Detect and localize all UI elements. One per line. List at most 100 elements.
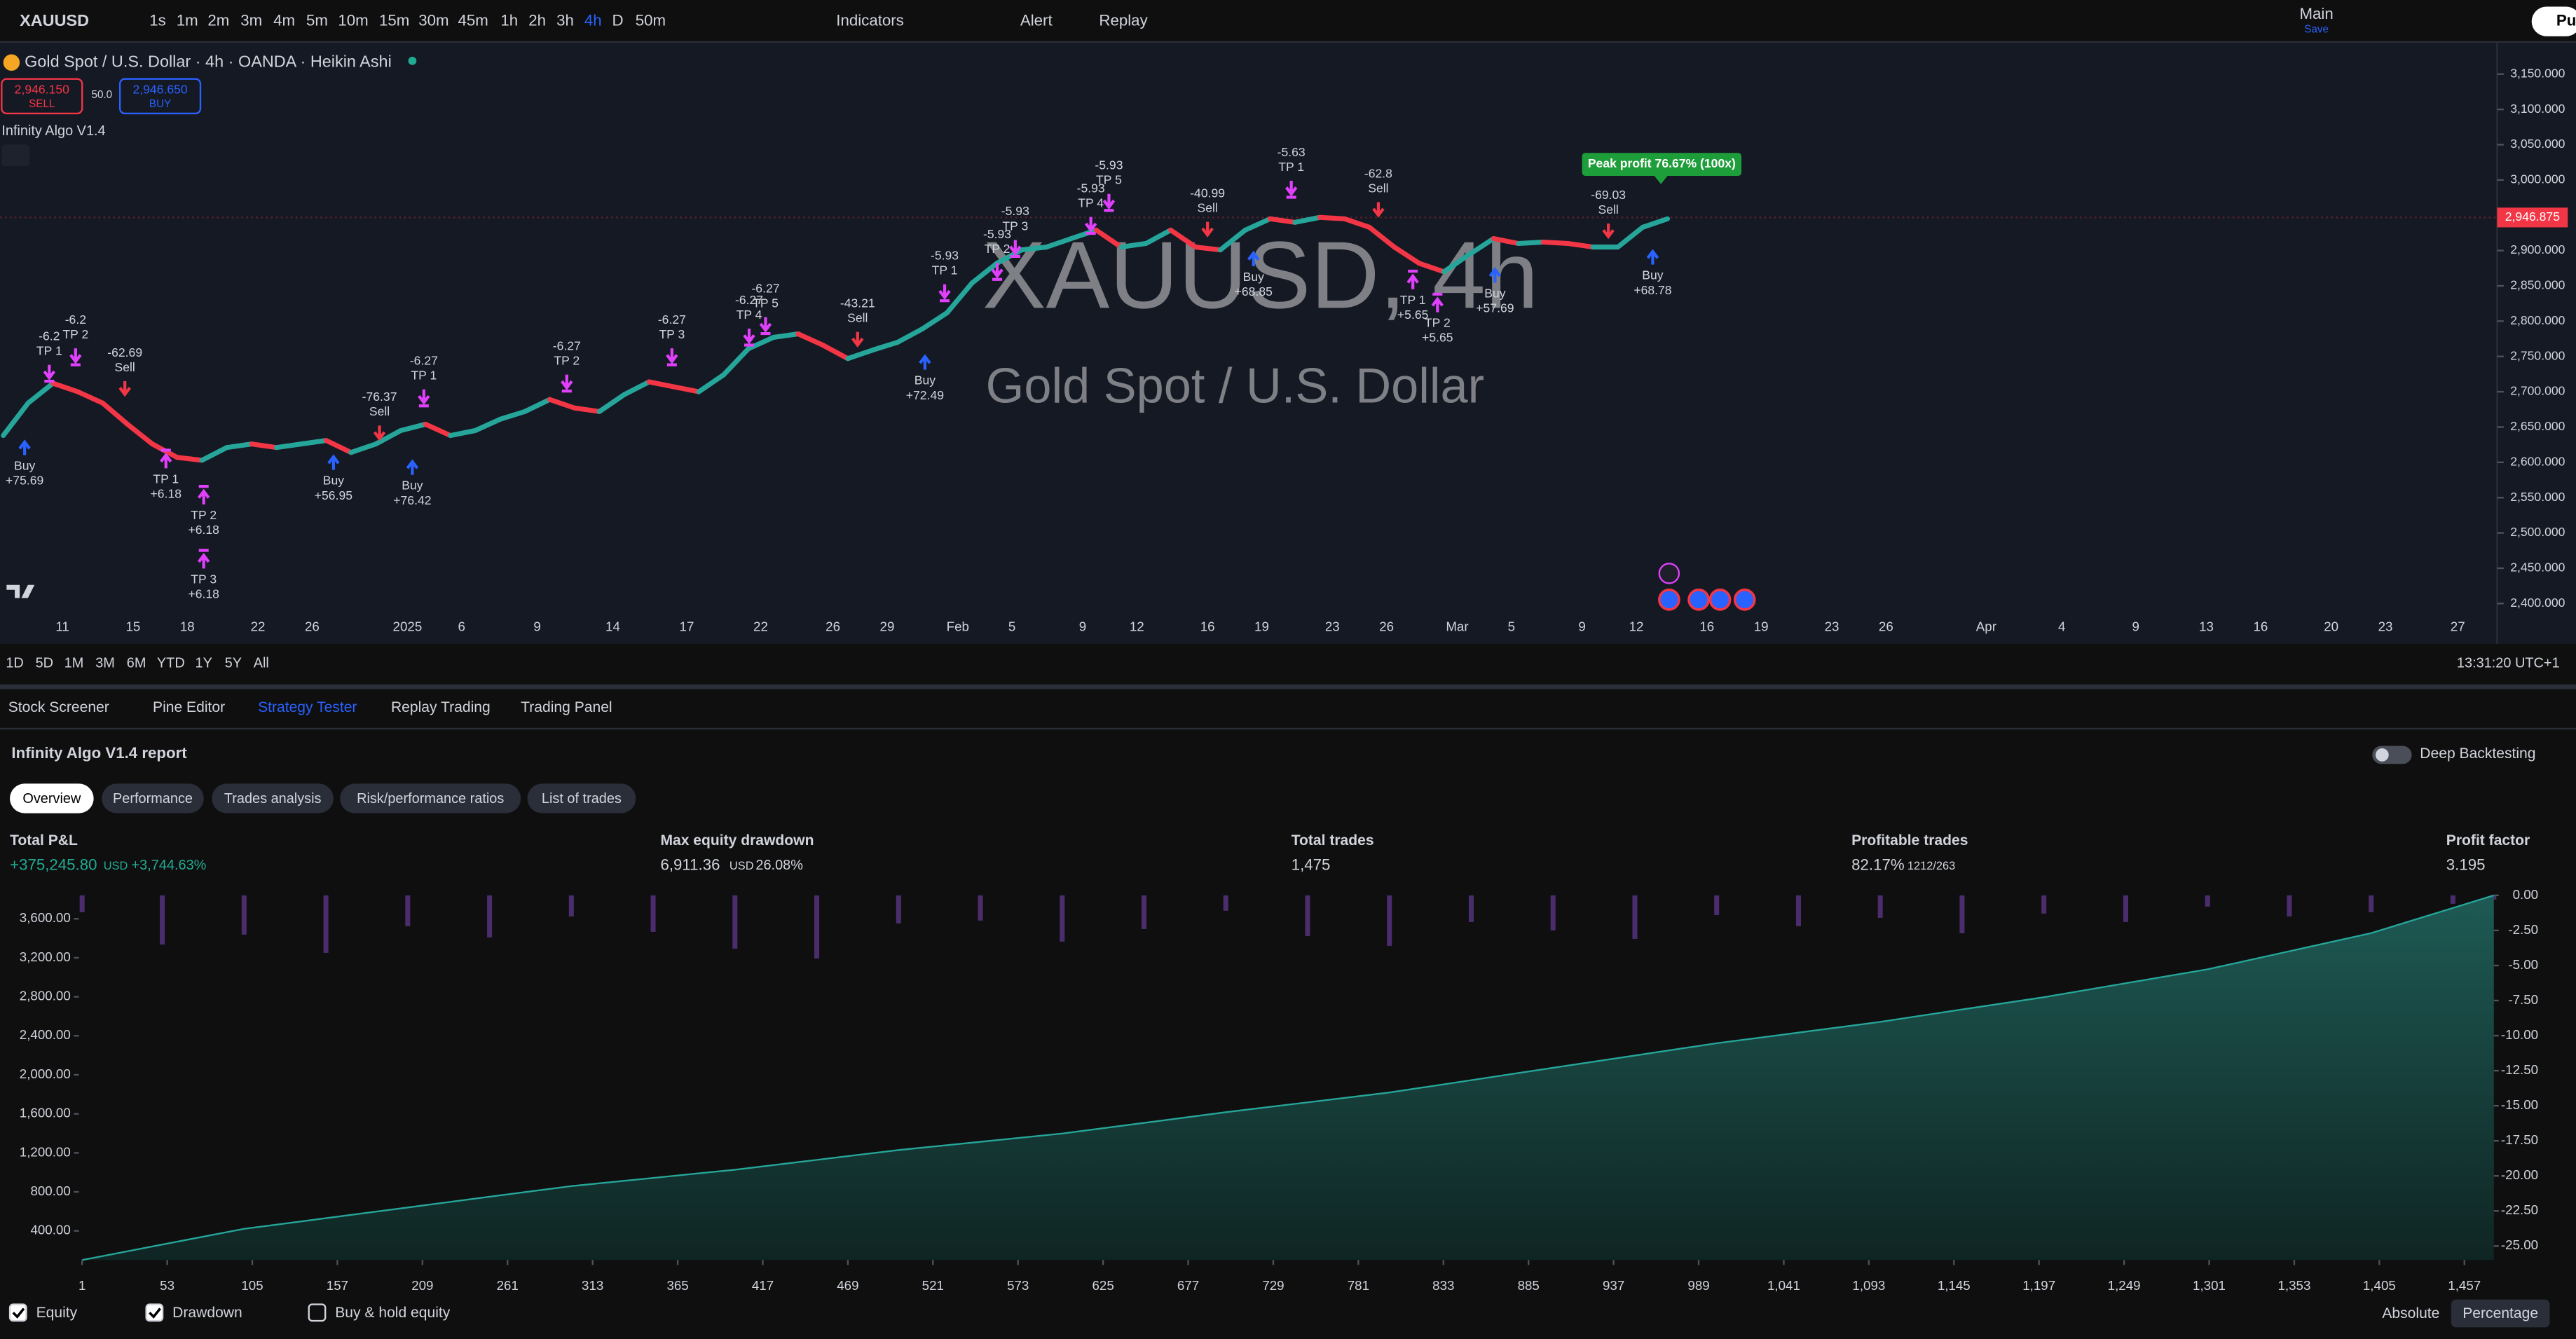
x-tick-label: 781 xyxy=(1348,1278,1369,1293)
y-tick-label: 2,450.000 xyxy=(2510,561,2565,575)
panel-tab[interactable]: Pine Editor xyxy=(153,699,225,715)
signal-value: -6.27 xyxy=(751,281,779,295)
price-segment xyxy=(1,400,31,439)
event-flag[interactable] xyxy=(1658,589,1680,611)
subtab-pill[interactable] xyxy=(102,783,204,813)
event-flag[interactable] xyxy=(1733,589,1756,611)
signal-arrow xyxy=(919,354,931,370)
subtab-pill[interactable] xyxy=(212,783,334,813)
checkbox[interactable] xyxy=(145,1303,164,1322)
interval[interactable]: 45m xyxy=(458,12,488,29)
interval[interactable]: 1h xyxy=(500,12,518,29)
interval[interactable]: 50m xyxy=(636,12,666,29)
y2-tick-label: -10.00 xyxy=(2501,1027,2538,1042)
interval[interactable]: 3m xyxy=(240,12,262,29)
event-flag[interactable] xyxy=(1687,589,1710,611)
report-title[interactable]: Infinity Algo V1.4 report xyxy=(11,744,187,762)
status-dot xyxy=(408,57,417,65)
range-button[interactable]: 1D xyxy=(6,656,23,671)
x-tick-label: 15 xyxy=(125,619,140,634)
price-segment xyxy=(1615,224,1645,250)
range-button[interactable]: 1Y xyxy=(196,656,212,671)
x-tick-label: 12 xyxy=(1629,619,1644,634)
signal-value: -6.27 xyxy=(553,338,581,352)
interval[interactable]: 10m xyxy=(338,12,368,29)
y-tick-label: 2,500.000 xyxy=(2510,525,2565,539)
scale-mode-pill[interactable] xyxy=(2451,1299,2550,1328)
signal-label: TP 4 xyxy=(1078,196,1104,210)
price-segment xyxy=(125,421,155,447)
buy-button[interactable] xyxy=(118,78,202,115)
x-tick-label: 1,197 xyxy=(2022,1278,2055,1293)
interval[interactable]: 30m xyxy=(418,12,448,29)
indicators-button[interactable]: Indicators xyxy=(836,12,904,29)
checkbox[interactable] xyxy=(8,1303,27,1322)
x-tick-label: 16 xyxy=(2253,619,2268,634)
checkbox[interactable] xyxy=(308,1303,327,1322)
peak-label: Peak profit 76.67% (100x) xyxy=(1588,156,1736,170)
subtab-pill[interactable] xyxy=(10,783,94,813)
signal-label: TP 1 xyxy=(153,472,179,486)
layout-name[interactable]: Main xyxy=(2299,5,2333,22)
interval[interactable]: 3h xyxy=(556,12,574,29)
interval[interactable]: 5m xyxy=(306,12,328,29)
price-segment xyxy=(622,379,652,397)
scale-mode[interactable]: Percentage xyxy=(2462,1305,2538,1321)
range-button[interactable]: 3M xyxy=(95,656,115,671)
price-segment xyxy=(1540,240,1571,247)
sell-button[interactable] xyxy=(1,78,83,115)
last-price-tag xyxy=(2497,207,2568,228)
price-segment xyxy=(721,346,751,378)
x-tick-label: 26 xyxy=(1879,619,1893,634)
range-button[interactable]: 6M xyxy=(127,656,146,671)
signal-value: +68.85 xyxy=(1235,284,1273,298)
alert-button[interactable]: Alert xyxy=(1020,12,1053,29)
x-tick-label: 1,301 xyxy=(2193,1278,2226,1293)
collapse-button[interactable] xyxy=(1,144,30,166)
scale-mode[interactable]: Absolute xyxy=(2382,1305,2439,1321)
signal-label: TP 2 xyxy=(62,327,88,341)
panel-tab[interactable]: Trading Panel xyxy=(521,699,612,715)
x-tick-label: 989 xyxy=(1687,1278,1709,1293)
panel-tab[interactable]: Replay Trading xyxy=(391,699,491,715)
x-tick-label: 4 xyxy=(2058,619,2065,634)
publish-button[interactable] xyxy=(2531,6,2576,36)
range-button[interactable]: 5Y xyxy=(225,656,242,671)
replay-button[interactable]: Replay xyxy=(1099,12,1148,29)
interval[interactable]: 15m xyxy=(379,12,409,29)
range-button[interactable]: YTD xyxy=(157,656,185,671)
legend-label: Buy & hold equity xyxy=(335,1305,451,1321)
signal-value: -5.93 xyxy=(1095,158,1123,172)
y-tick-label: 3,200.00 xyxy=(20,949,71,964)
subtab-pill[interactable] xyxy=(340,783,521,813)
signal-arrow xyxy=(991,263,1003,281)
range-button[interactable]: All xyxy=(254,656,269,671)
drawdown-bar xyxy=(160,895,165,945)
range-button[interactable]: 1M xyxy=(64,656,84,671)
interval[interactable]: 2m xyxy=(207,12,229,29)
symbol[interactable]: XAUUSD xyxy=(20,11,89,29)
event-flag[interactable] xyxy=(1708,589,1732,611)
x-tick-label: 13 xyxy=(2199,619,2214,634)
price-segment xyxy=(1342,216,1372,230)
interval[interactable]: 1m xyxy=(177,12,198,29)
price-segment xyxy=(1218,227,1248,253)
interval[interactable]: 2h xyxy=(528,12,546,29)
drawdown-bar xyxy=(1142,895,1147,929)
x-tick-label: 6 xyxy=(458,619,465,634)
x-tick-label: 14 xyxy=(605,619,620,634)
save-button[interactable]: Save xyxy=(2304,23,2329,35)
equity-area xyxy=(82,895,2494,1261)
range-button[interactable]: 5D xyxy=(36,656,53,671)
interval[interactable]: 4h xyxy=(584,12,602,29)
interval[interactable]: 4m xyxy=(273,12,295,29)
interval[interactable]: 1s xyxy=(149,12,166,29)
panel-tab[interactable]: Strategy Tester xyxy=(258,699,357,715)
equity-line xyxy=(81,894,2495,1261)
panel-tab[interactable]: Stock Screener xyxy=(8,699,109,715)
subtab-pill[interactable] xyxy=(527,783,636,813)
x-tick-label: 12 xyxy=(1130,619,1144,634)
event-icon[interactable] xyxy=(1658,563,1680,584)
interval[interactable]: D xyxy=(612,12,623,29)
